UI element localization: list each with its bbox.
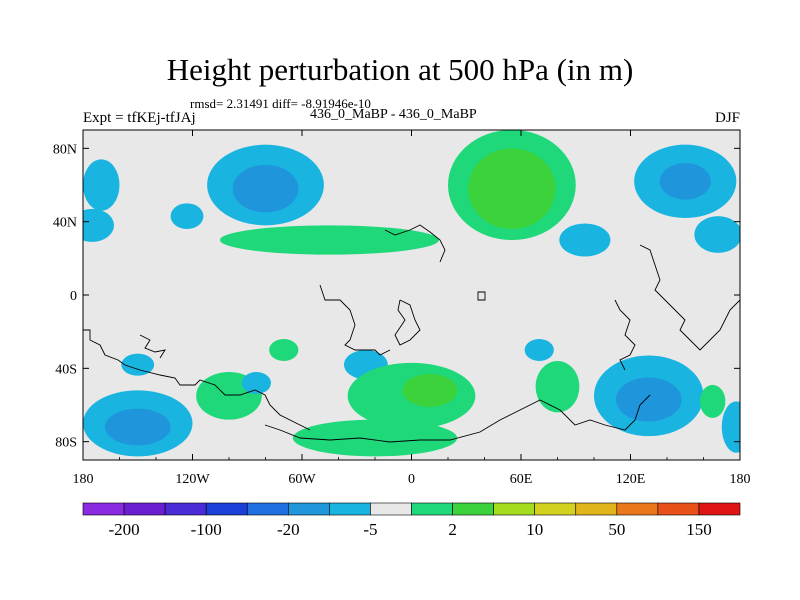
patch-pacific-45n <box>170 203 204 230</box>
colorbar-swatch <box>493 502 535 516</box>
colorbar-swatch <box>411 502 453 516</box>
coastline-americas <box>83 329 311 431</box>
patch-na-west <box>83 159 120 211</box>
patch-pacific-20s <box>524 339 554 361</box>
patch-siberia-core <box>468 148 556 229</box>
patch-northeast-asia-core <box>659 163 711 200</box>
run-label: 436_0_MaBP - 436_0_MaBP <box>310 107 477 122</box>
patch-south-end-cyan <box>721 401 740 453</box>
contour-fill-layer <box>83 130 740 457</box>
coastline-layer <box>83 224 740 443</box>
colorbar-swatch <box>452 502 494 516</box>
patch-south-pacific-green <box>699 384 726 418</box>
colorbar-swatch <box>698 502 741 516</box>
coastline-antarctica <box>264 394 651 443</box>
patch-tropic-green <box>269 339 299 361</box>
coastline-asia <box>639 244 740 351</box>
colorbar-swatch <box>82 502 125 516</box>
x-axis: 180 120W 60W 0 60E 120E 180 <box>73 130 751 487</box>
coastline-pacific-isles <box>139 334 166 359</box>
colorbar-swatch <box>370 502 412 516</box>
coastline-europe <box>384 224 446 263</box>
x-tick-label: 180 <box>730 472 751 487</box>
patch-pacific-40n <box>83 208 115 242</box>
patch-atlantic-30n <box>219 225 439 255</box>
colorbar-swatch <box>657 502 700 516</box>
colorbar-label: -5 <box>363 520 377 539</box>
colorbar-swatch <box>123 502 166 516</box>
season-label: DJF <box>714 110 740 126</box>
patch-south-indian-core <box>615 377 682 422</box>
colorbar-label: 2 <box>448 520 457 539</box>
x-tick-label: 60E <box>510 472 533 487</box>
patch-asia-40n <box>559 223 611 257</box>
colorbar-label: -100 <box>191 520 222 539</box>
colorbar-label: 150 <box>686 520 712 539</box>
plot-title: Height perturbation at 500 hPa (in m) <box>166 52 634 87</box>
colorbar-swatch <box>329 502 371 516</box>
coastline-arabia-east <box>477 291 486 301</box>
patch-south-70s-core <box>104 408 171 446</box>
patch-arctic-pacific-core <box>232 164 299 213</box>
patch-southern-atlantic-core <box>402 373 458 407</box>
x-tick-label: 120E <box>616 472 646 487</box>
colorbar-swatch <box>575 502 618 516</box>
y-tick-label: 40S <box>55 362 77 377</box>
y-tick-label: 80N <box>53 142 77 157</box>
experiment-label: Expt = tfKEj-tfJAj <box>83 110 196 126</box>
colorbar-label: 10 <box>526 520 543 539</box>
coastline-arabia <box>394 299 421 346</box>
colorbar-label: -200 <box>108 520 139 539</box>
coastline-indochina <box>614 299 636 371</box>
y-axis: 80N 40N 0 40S 80S <box>53 142 740 451</box>
y-tick-label: 0 <box>70 289 77 304</box>
patch-indian-ocean <box>535 361 580 413</box>
colorbar: -200 -100 -20 -5 2 10 50 150 <box>82 502 741 539</box>
y-tick-label: 80S <box>55 436 77 451</box>
x-tick-label: 0 <box>408 472 415 487</box>
colorbar-swatch <box>534 502 577 516</box>
patch-southeast-pacific <box>121 353 155 376</box>
colorbar-swatch <box>205 502 248 516</box>
colorbar-swatch <box>616 502 659 516</box>
colorbar-label: 50 <box>608 520 625 539</box>
coastline-africa <box>319 284 391 356</box>
colorbar-swatch <box>246 502 289 516</box>
x-tick-label: 60W <box>288 472 316 487</box>
stats-line: rmsd= 2.31491 diff= -8.91946e-10 <box>190 96 371 111</box>
x-tick-label: 120W <box>175 472 210 487</box>
patch-pacific-35n <box>694 216 740 253</box>
colorbar-swatch <box>288 502 330 516</box>
y-tick-label: 40N <box>53 216 77 231</box>
x-tick-label: 180 <box>73 472 94 487</box>
patch-antarctica-green <box>292 419 458 457</box>
colorbar-swatch <box>164 502 207 516</box>
colorbar-label: -20 <box>277 520 300 539</box>
patch-south-55s <box>241 372 271 394</box>
